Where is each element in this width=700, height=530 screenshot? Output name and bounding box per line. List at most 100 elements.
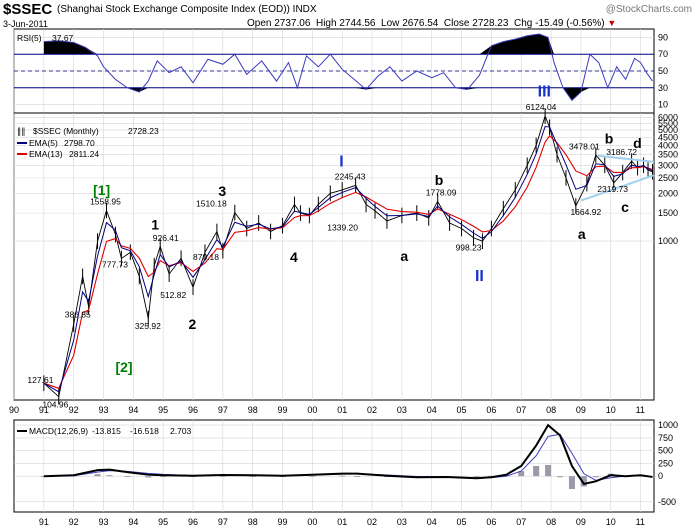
chg-value: -15.49 (-0.56%) — [535, 18, 605, 29]
wave-label: 3 — [218, 183, 226, 199]
macd-histogram-bar — [473, 476, 480, 478]
rsi-tick-label: 50 — [658, 66, 668, 76]
macd-histogram-bar — [592, 476, 599, 478]
macd-histogram-bar — [545, 464, 552, 477]
chart-symbol: $SSEC — [3, 1, 53, 18]
price-x-tick-label: 93 — [99, 405, 109, 415]
macd-histogram-bar — [160, 476, 167, 478]
price-title-value: 2728.23 — [128, 126, 159, 136]
macd-x-tick-label: 92 — [69, 517, 79, 527]
macd-histogram-bar — [518, 471, 525, 477]
price-annotation: 1664.92 — [570, 207, 601, 217]
macd-x-tick-label: 98 — [248, 517, 258, 527]
wave-label: c — [621, 199, 629, 215]
price-tick-label: 5000 — [658, 125, 678, 135]
macd-x-tick-label: 96 — [188, 517, 198, 527]
macd-histogram-bar — [339, 475, 346, 477]
macd-x-tick-label: 99 — [278, 517, 288, 527]
wave-label: d — [633, 135, 642, 151]
price-tick-label: 3500 — [658, 150, 678, 160]
macd-x-tick-label: 02 — [367, 517, 377, 527]
down-arrow-icon: ▼ — [607, 18, 617, 28]
signal-value: -16.518 — [130, 426, 159, 436]
macd-x-tick-label: 08 — [546, 517, 556, 527]
trendline-upper — [597, 154, 655, 163]
price-annotation: 104.96 — [42, 399, 68, 409]
macd-x-tick-label: 06 — [486, 517, 496, 527]
price-annotation: 777.73 — [102, 260, 128, 270]
macd-tick-label: 1000 — [658, 420, 678, 430]
price-x-tick-label: 96 — [188, 405, 198, 415]
price-tick-label: 1500 — [658, 208, 678, 218]
ema5-legend-name: EMA(5) — [29, 138, 58, 148]
macd-layer — [40, 423, 656, 489]
price-annotation: 1558.95 — [90, 196, 121, 206]
price-annotation: 512.82 — [160, 290, 186, 300]
watermark: @StockCharts.com — [605, 4, 692, 15]
macd-x-tick-label: 95 — [158, 517, 168, 527]
price-tick-label: 3000 — [658, 160, 678, 170]
price-grid — [13, 113, 654, 400]
price-tick-label: 1000 — [658, 236, 678, 246]
wave-label: III — [538, 84, 551, 101]
macd-histogram-bar — [249, 476, 256, 478]
wave-label: 4 — [290, 249, 298, 265]
price-x-tick-label: 91 — [39, 405, 49, 415]
macd-legend: MACD(12,26,9) -13.815 -16.518 2.703 — [17, 426, 192, 436]
macd-x-axis: 91 92 93 94 95 96 97 98 99 00 01 02 03 04 05 06 07 08 09 10… — [39, 517, 645, 527]
rsi-tick-label: 90 — [658, 32, 668, 42]
macd-x-tick-label: 04 — [427, 517, 437, 527]
wave-label: 1 — [151, 217, 159, 233]
rsi-tick-label: 70 — [658, 49, 668, 59]
open-value: 2737.06 — [274, 18, 311, 29]
macd-tick-label: 750 — [658, 433, 673, 443]
macd-histogram-bar — [309, 475, 316, 477]
chart-date: 3-Jun-2011 — [3, 19, 48, 29]
macd-x-tick-label: 03 — [397, 517, 407, 527]
price-layer — [43, 108, 655, 405]
price-annotation: 1778.09 — [426, 187, 457, 197]
macd-histogram-bar — [145, 476, 152, 478]
rsi-value: 37.67 — [52, 33, 74, 43]
macd-histogram-bar — [580, 476, 587, 487]
price-annotation: 386.85 — [65, 310, 91, 320]
price-x-tick-label: 97 — [218, 405, 228, 415]
wave-label: a — [400, 248, 408, 264]
close-value: 2728.23 — [472, 18, 509, 29]
price-x-tick-label: 03 — [397, 405, 407, 415]
chg-label: Chg — [513, 18, 533, 29]
price-annotations: 127.61104.961558.95386.85777.73926.41325… — [27, 84, 641, 410]
rsi-tick-label: 10 — [658, 100, 668, 110]
price-x-tick-label: 94 — [128, 405, 138, 415]
rsi-tick-label: 30 — [658, 83, 668, 93]
price-x-tick-label: 92 — [69, 405, 79, 415]
rsi-layer — [14, 33, 654, 102]
price-tick-label: 5500 — [658, 118, 678, 128]
macd-tick-label: 500 — [658, 446, 673, 456]
price-annotation: 6124.04 — [526, 102, 557, 112]
macd-tick-label: 250 — [658, 458, 673, 468]
macd-histogram-bar — [40, 476, 47, 478]
price-x-tick-label: 08 — [546, 405, 556, 415]
trendline-lower — [580, 174, 655, 202]
macd-x-tick-label: 09 — [576, 517, 586, 527]
price-tick-label: 2500 — [658, 173, 678, 183]
price-legend-icon: ∥∥ — [17, 126, 26, 136]
macd-tick-label: -500 — [658, 497, 676, 507]
macd-histogram-bar — [568, 476, 575, 489]
price-x-tick-label: 07 — [516, 405, 526, 415]
price-title: $SSEC (Monthly) — [33, 126, 99, 136]
ema13-line — [43, 134, 653, 389]
ema13-legend-value: 2811.24 — [69, 149, 99, 159]
macd-x-tick-label: 93 — [99, 517, 109, 527]
price-annotation: 325.92 — [135, 321, 161, 331]
price-annotation: 2245.43 — [335, 171, 366, 181]
rsi-overbought-fill — [43, 34, 653, 55]
price-x-tick-label: 04 — [427, 405, 437, 415]
wave-label: a — [578, 226, 586, 242]
price-line — [43, 114, 653, 398]
macd-x-tick-label: 94 — [128, 517, 138, 527]
macd-axis: -500 0 250 500 750 1000 — [658, 420, 678, 507]
rsi-axis: 10 30 50 70 90 — [658, 32, 668, 109]
